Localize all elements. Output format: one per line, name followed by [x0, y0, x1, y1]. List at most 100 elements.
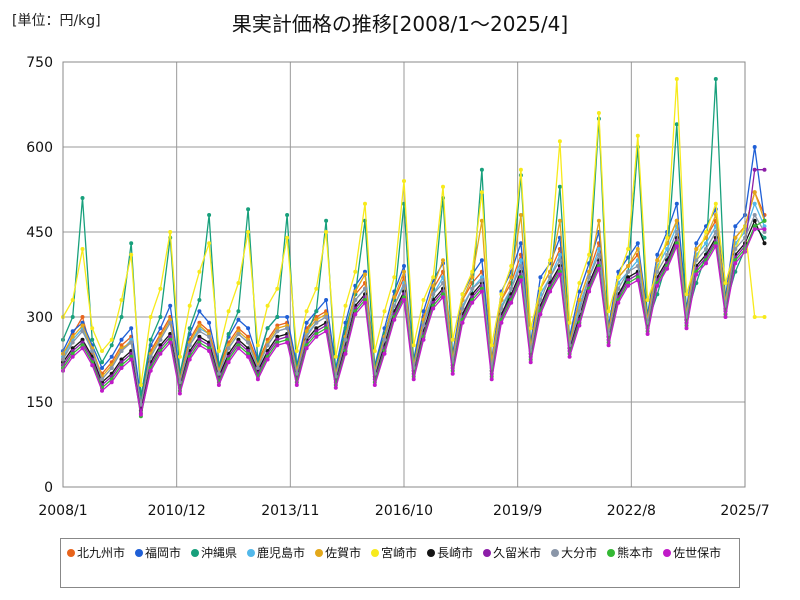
legend-label: 熊本市 [617, 546, 654, 560]
data-point [177, 391, 182, 396]
data-point [304, 334, 309, 339]
data-point [421, 298, 426, 302]
data-point [402, 283, 406, 288]
data-point [470, 275, 475, 280]
data-point [421, 309, 426, 314]
data-point [674, 244, 679, 249]
data-point [762, 235, 767, 240]
data-point [489, 377, 494, 382]
data-point [138, 383, 143, 387]
data-point [470, 300, 475, 305]
data-point [674, 201, 679, 206]
x-axis-ticks: 2008/1 2010/12 2013/11 2016/10 2019/9 2022/8 2… [38, 503, 769, 519]
data-point [129, 354, 134, 359]
data-point [80, 346, 85, 351]
data-point [255, 343, 260, 348]
data-point [587, 269, 592, 274]
data-point [655, 258, 660, 263]
data-point [645, 298, 650, 302]
data-point [577, 298, 582, 302]
data-point [626, 269, 631, 274]
data-point [314, 320, 319, 325]
data-point [723, 315, 728, 319]
data-point [236, 329, 241, 334]
data-point [119, 298, 124, 302]
data-point [704, 241, 708, 246]
data-point [285, 326, 290, 331]
data-point [70, 346, 75, 351]
data-point [129, 326, 134, 331]
data-point [343, 303, 348, 308]
legend-item: 熊本市 [607, 543, 653, 562]
data-point [372, 349, 377, 353]
data-point [255, 366, 260, 370]
data-point [450, 337, 455, 342]
data-point [70, 298, 75, 302]
data-point [275, 323, 280, 328]
data-point [392, 275, 397, 280]
data-point [265, 326, 270, 331]
data-point [470, 269, 475, 274]
data-point [489, 343, 494, 348]
data-point [587, 289, 592, 294]
data-point [694, 258, 699, 263]
data-point [441, 281, 445, 285]
data-point [187, 343, 192, 348]
data-point [285, 315, 290, 319]
data-point [119, 360, 124, 365]
data-point [635, 241, 640, 246]
legend-label: 久留米市 [493, 546, 542, 560]
data-point [246, 207, 251, 212]
data-point [226, 360, 231, 365]
data-point [275, 343, 280, 348]
data-point [236, 340, 241, 345]
data-point [129, 337, 134, 342]
data-point [752, 167, 757, 172]
data-point [655, 283, 660, 288]
data-point [275, 334, 280, 339]
data-point [216, 371, 221, 376]
data-point [129, 340, 134, 345]
data-point [80, 320, 85, 325]
legend-label: 北九州市 [77, 546, 126, 560]
data-point [246, 334, 251, 339]
data-point [304, 346, 309, 351]
data-point [392, 317, 397, 322]
data-point [207, 334, 212, 339]
data-point [246, 326, 251, 331]
data-point [275, 329, 280, 334]
data-point [119, 346, 124, 351]
data-point [197, 323, 202, 328]
series-11 [61, 227, 767, 417]
data-point [402, 179, 406, 183]
data-point [168, 303, 173, 308]
data-point [528, 326, 533, 331]
data-point [197, 298, 202, 302]
legend-marker [483, 548, 492, 557]
data-point [207, 332, 212, 336]
data-point [704, 230, 708, 234]
data-point [285, 235, 290, 240]
data-point [733, 224, 738, 229]
data-point [314, 332, 319, 336]
data-point [197, 334, 202, 339]
data-point [528, 360, 533, 365]
data-point [324, 329, 329, 334]
data-point [655, 252, 660, 257]
data-point [168, 340, 173, 345]
data-point [402, 269, 406, 274]
data-point [606, 343, 611, 348]
y-tick-label: 0 [44, 480, 53, 496]
data-point [402, 298, 406, 302]
data-point [109, 354, 114, 359]
data-point [567, 320, 572, 325]
data-point [577, 289, 582, 294]
data-point [713, 77, 718, 81]
data-point [70, 354, 75, 359]
data-point [577, 281, 582, 285]
x-tick-label: 2019/9 [493, 503, 542, 519]
data-point [197, 343, 202, 348]
data-point [324, 326, 329, 331]
legend-label: 長崎市 [437, 546, 474, 560]
